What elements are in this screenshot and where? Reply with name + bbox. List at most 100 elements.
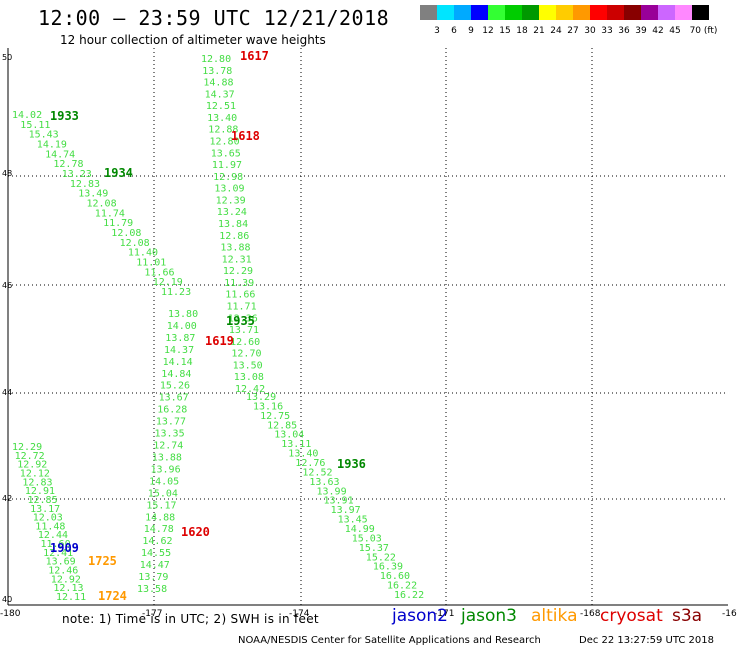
lon-label-165: -16 [722, 609, 737, 619]
wave-height-value: 11.66 [144, 267, 174, 278]
wave-height-value: 13.45 [338, 515, 368, 526]
wave-height-value: 12.75 [260, 411, 290, 422]
scale-swatch [675, 5, 692, 20]
track-1617-1619: 12.8013.7814.8814.3712.5113.4012.8812.80… [201, 54, 265, 395]
wave-height-value: 13.97 [331, 505, 361, 516]
wave-height-value: 12.08 [120, 238, 150, 249]
wave-height-value: 13.78 [202, 66, 232, 77]
wave-height-value: 13.09 [214, 184, 244, 195]
wave-height-value: 12.86 [219, 231, 249, 242]
wave-height-value: 12.08 [87, 199, 117, 210]
wave-height-value: 13.99 [317, 486, 347, 497]
wave-height-value: 12.29 [223, 266, 253, 277]
pass-time-label: 1934 [104, 166, 133, 180]
legend-s3a: s3a [672, 606, 703, 626]
wave-height-value: 16.28 [157, 405, 187, 416]
wave-height-value: 13.77 [156, 417, 186, 428]
wave-height-value: 12.29 [12, 442, 42, 453]
scale-label: 39 [635, 26, 647, 36]
wave-height-value: 11.39 [224, 278, 254, 289]
wave-height-value: 14.62 [142, 536, 172, 547]
wave-height-value: 12.98 [213, 172, 243, 183]
wave-height-value: 14.14 [163, 357, 193, 368]
wave-height-value: 12.76 [295, 458, 325, 469]
wave-height-value: 13.96 [151, 464, 181, 475]
wave-height-value: 12.42 [235, 384, 265, 395]
lat-label-48: 48 [2, 169, 12, 178]
wave-height-value: 16.22 [387, 581, 417, 592]
wave-height-value: 14.37 [205, 89, 235, 100]
wave-height-value: 16.39 [373, 562, 403, 573]
scale-swatch [573, 5, 590, 20]
wave-height-value: 12.39 [216, 195, 246, 206]
scale-swatch [522, 5, 539, 20]
wave-height-value: 13.29 [246, 392, 276, 403]
scale-swatch [590, 5, 607, 20]
wave-height-value: 13.23 [62, 169, 92, 180]
wave-height-value: 11.74 [95, 208, 125, 219]
wave-height-value: 11.01 [136, 258, 166, 269]
wave-height-value: 13.88 [152, 453, 182, 464]
legend-cryosat: cryosat [600, 606, 663, 626]
wave-height-value: 11.48 [35, 521, 65, 532]
track-1909-1725: 12.2912.7212.9212.1212.8312.9112.8513.17… [12, 442, 86, 603]
wave-height-value: 12.41 [43, 548, 73, 559]
wave-height-value: 14.55 [141, 548, 171, 559]
wave-height-value: 12.60 [230, 337, 260, 348]
scale-swatch [607, 5, 624, 20]
wave-height-value: 12.19 [153, 277, 183, 288]
wave-height-value: 15.17 [146, 500, 176, 511]
wave-height-value: 14.99 [345, 524, 375, 535]
wave-height-value: 13.08 [234, 372, 264, 383]
wave-height-value: 12.31 [222, 254, 252, 265]
wave-height-value: 12.80 [210, 137, 240, 148]
wave-height-value: 13.88 [220, 243, 250, 254]
wave-height-value: 14.78 [144, 524, 174, 535]
wave-height-value: 14.37 [164, 345, 194, 356]
wave-height-value: 12.03 [33, 513, 63, 524]
wave-height-value: 12.36 [228, 313, 258, 324]
pass-time-label: 1724 [98, 589, 127, 603]
wave-height-value: 11.40 [128, 248, 158, 259]
wave-height-value: 16.22 [394, 590, 424, 601]
scale-label: 6 [451, 26, 457, 36]
scale-label: 15 [499, 26, 511, 36]
wave-height-value: 14.74 [45, 149, 75, 160]
track-layer: 12.8013.7814.8814.3712.5113.4012.8812.80… [12, 54, 424, 603]
pass-time-label: 1725 [88, 554, 117, 568]
lon-label-174: -174 [289, 609, 310, 619]
wave-height-value: 12.12 [20, 469, 50, 480]
scale-swatch [471, 5, 488, 20]
track-1620: 13.8014.0013.8714.3714.1414.8415.2613.67… [137, 309, 198, 595]
pass-time-label: 1909 [50, 541, 79, 555]
wave-height-value: 12.13 [53, 583, 83, 594]
scale-label: 9 [468, 26, 474, 36]
wave-height-value: 14.19 [37, 140, 67, 151]
scale-label: 45 [669, 26, 681, 36]
wave-height-value: 12.70 [231, 349, 261, 360]
wave-height-value: 13.58 [137, 584, 167, 595]
wave-height-value: 13.79 [138, 572, 168, 583]
pass-time-label: 1933 [50, 109, 79, 123]
scale-label: 70 (ft) [689, 26, 718, 36]
pass-label-layer: 1617 1618 1933 1934 1935 1619 1936 1620 1909 1725… [50, 49, 366, 603]
wave-height-value: 16.60 [380, 571, 410, 582]
scale-label: 3 [434, 26, 440, 36]
wave-height-value: 15.11 [20, 120, 50, 131]
lon-label-168: -168 [580, 609, 601, 619]
lon-label-180: -180 [0, 609, 21, 619]
lat-label-50: 50 [2, 53, 12, 62]
wave-height-value: 13.49 [78, 189, 108, 200]
wave-height-value: 12.72 [15, 451, 45, 462]
wave-height-value: 13.84 [218, 219, 248, 230]
wave-height-value: 11.60 [41, 539, 71, 550]
scale-swatch [454, 5, 471, 20]
scale-label: 27 [567, 26, 579, 36]
wave-height-value: 12.91 [25, 486, 55, 497]
wave-height-value: 12.80 [201, 54, 231, 65]
wave-height-value: 12.78 [53, 159, 83, 170]
wave-height-value: 15.03 [352, 533, 382, 544]
wave-height-value: 15.43 [29, 130, 59, 141]
lat-label-40: 40 [2, 595, 12, 604]
wave-height-value: 12.85 [28, 495, 58, 506]
